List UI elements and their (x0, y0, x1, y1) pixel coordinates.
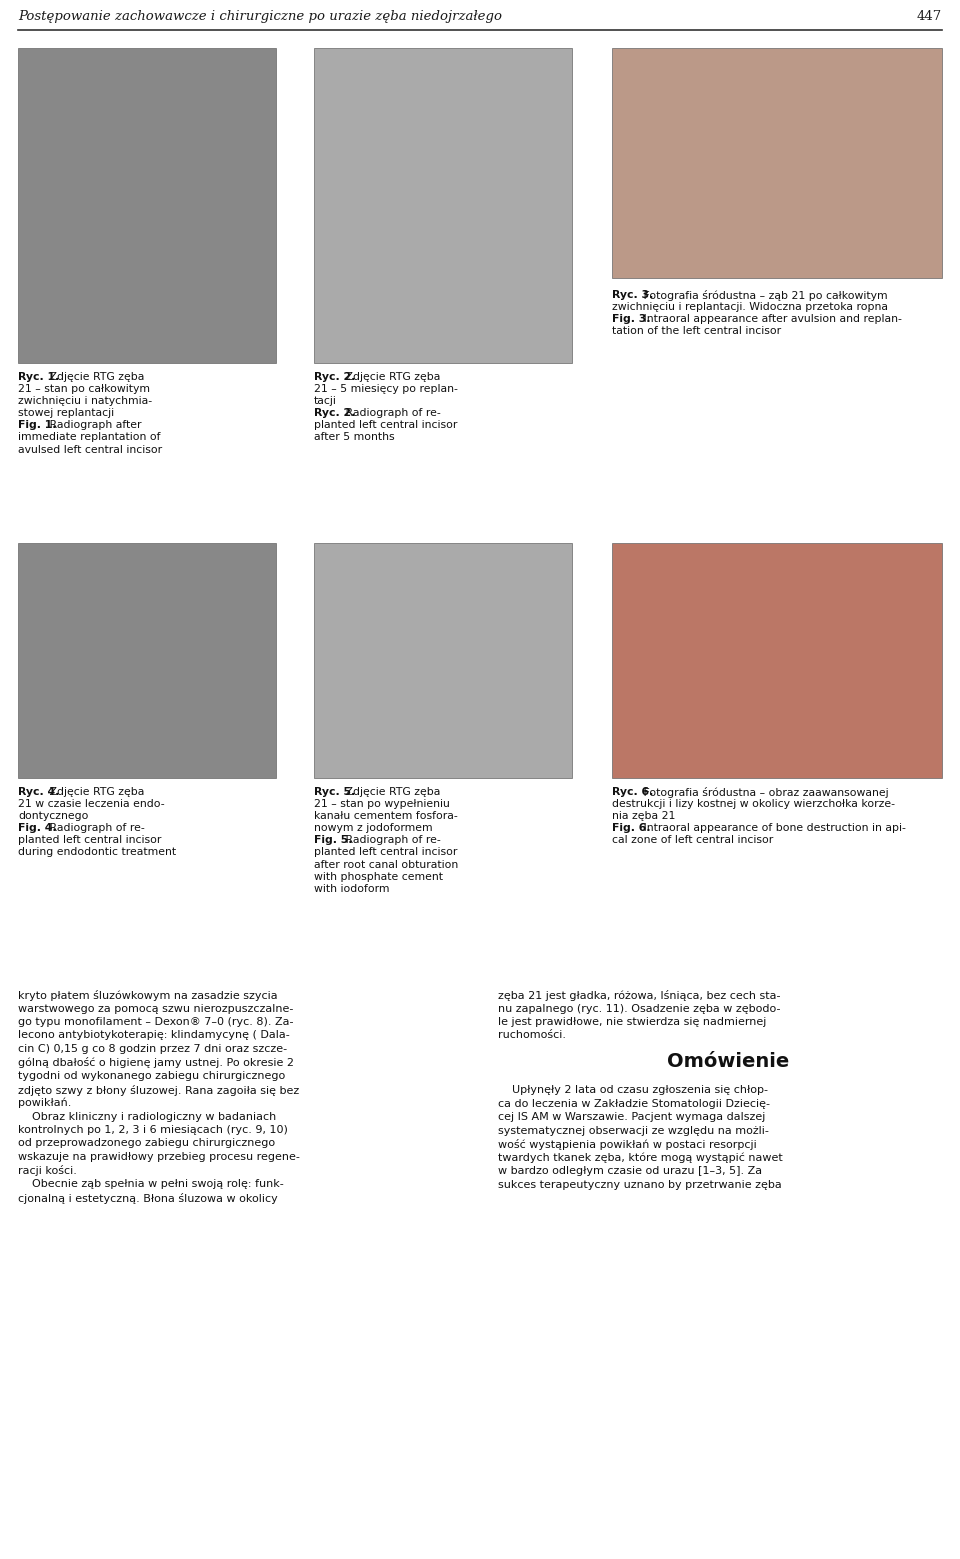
Text: Radiograph of re-: Radiograph of re- (343, 836, 442, 845)
Bar (612, 48, 942, 278)
Text: Ryc. 5.: Ryc. 5. (314, 787, 355, 797)
Text: 21 – stan po wypełnieniu: 21 – stan po wypełnieniu (314, 800, 450, 809)
Text: tygodni od wykonanego zabiegu chirurgicznego: tygodni od wykonanego zabiegu chirurgicz… (18, 1071, 285, 1080)
Text: Fig. 5.: Fig. 5. (314, 836, 352, 845)
Text: immediate replantation of: immediate replantation of (18, 432, 160, 443)
Text: go typu monofilament – Dexon® 7–0 (ryc. 8). Za-: go typu monofilament – Dexon® 7–0 (ryc. … (18, 1016, 294, 1027)
Text: Obraz kliniczny i radiologiczny w badaniach: Obraz kliniczny i radiologiczny w badani… (18, 1112, 276, 1121)
Text: during endodontic treatment: during endodontic treatment (18, 848, 176, 857)
Bar (314, 48, 572, 363)
Text: zęba 21 jest gładka, różowa, lśniąca, bez cech sta-: zęba 21 jest gładka, różowa, lśniąca, be… (498, 990, 780, 1001)
Text: tacji: tacji (314, 396, 337, 407)
Text: w bardzo odległym czasie od urazu [1–3, 5]. Za: w bardzo odległym czasie od urazu [1–3, … (498, 1166, 762, 1177)
Text: Zdjęcie RTG zęba: Zdjęcie RTG zęba (46, 787, 145, 797)
Text: Radiograph of re-: Radiograph of re- (343, 408, 442, 418)
Text: cin C) 0,15 g co 8 godzin przez 7 dni oraz szcze-: cin C) 0,15 g co 8 godzin przez 7 dni or… (18, 1045, 287, 1054)
Text: Fig. 4.: Fig. 4. (18, 823, 57, 833)
Text: after root canal obturation: after root canal obturation (314, 859, 458, 870)
Bar (18, 48, 276, 363)
Text: warstwowego za pomocą szwu nierozpuszczalne-: warstwowego za pomocą szwu nierozpuszcza… (18, 1004, 294, 1013)
Text: sukces terapeutyczny uznano by przetrwanie zęba: sukces terapeutyczny uznano by przetrwan… (498, 1180, 781, 1190)
Text: Radiograph of re-: Radiograph of re- (46, 823, 145, 833)
Text: Fig. 6.: Fig. 6. (612, 823, 651, 833)
Text: wskazuje na prawidłowy przebieg procesu regene-: wskazuje na prawidłowy przebieg procesu … (18, 1152, 300, 1161)
Text: kryto płatem śluzówkowym na zasadzie szycia: kryto płatem śluzówkowym na zasadzie szy… (18, 990, 277, 1001)
Text: ruchomości.: ruchomości. (498, 1030, 566, 1040)
Text: nowym z jodoformem: nowym z jodoformem (314, 823, 433, 833)
Text: avulsed left central incisor: avulsed left central incisor (18, 444, 162, 455)
Text: lecono antybiotykoterapię: klindamycynę ( Dala-: lecono antybiotykoterapię: klindamycynę … (18, 1030, 290, 1040)
Text: Fotografia śródustna – ząb 21 po całkowitym: Fotografia śródustna – ząb 21 po całkowi… (640, 290, 888, 301)
Text: Zdjęcie RTG zęba: Zdjęcie RTG zęba (343, 787, 441, 797)
Text: cjonalną i estetyczną. Błona śluzowa w okolicy: cjonalną i estetyczną. Błona śluzowa w o… (18, 1193, 277, 1204)
Text: twardych tkanek zęba, które mogą wystąpić nawet: twardych tkanek zęba, które mogą wystąpi… (498, 1154, 782, 1163)
Text: Ryc. 2.: Ryc. 2. (314, 408, 355, 418)
Text: Fig. 3.: Fig. 3. (612, 315, 651, 324)
Text: tation of the left central incisor: tation of the left central incisor (612, 326, 781, 337)
Text: Intraoral appearance of bone destruction in api-: Intraoral appearance of bone destruction… (640, 823, 906, 833)
Text: ca do leczenia w Zakładzie Stomatologii Dziecię-: ca do leczenia w Zakładzie Stomatologii … (498, 1099, 770, 1108)
Text: le jest prawidłowe, nie stwierdza się nadmiernej: le jest prawidłowe, nie stwierdza się na… (498, 1016, 766, 1027)
Text: Obecnie ząb spełnia w pełni swoją rolę: funk-: Obecnie ząb spełnia w pełni swoją rolę: … (18, 1179, 284, 1190)
Text: gólną dbałość o higienę jamy ustnej. Po okresie 2: gólną dbałość o higienę jamy ustnej. Po … (18, 1057, 294, 1068)
Text: systematycznej obserwacji ze względu na możli-: systematycznej obserwacji ze względu na … (498, 1126, 769, 1137)
Text: 447: 447 (917, 9, 942, 23)
Text: Fotografia śródustna – obraz zaawansowanej: Fotografia śródustna – obraz zaawansowan… (640, 787, 889, 798)
Text: Radiograph after: Radiograph after (46, 421, 142, 430)
Text: stowej replantacji: stowej replantacji (18, 408, 114, 418)
Text: Fig. 1.: Fig. 1. (18, 421, 57, 430)
Text: 21 w czasie leczenia endo-: 21 w czasie leczenia endo- (18, 800, 164, 809)
Text: cej IS AM w Warszawie. Pacjent wymaga dalszej: cej IS AM w Warszawie. Pacjent wymaga da… (498, 1113, 765, 1122)
Text: with phosphate cement: with phosphate cement (314, 871, 443, 882)
Bar (314, 543, 572, 778)
Text: kanału cementem fosfora-: kanału cementem fosfora- (314, 811, 458, 822)
Text: od przeprowadzonego zabiegu chirurgicznego: od przeprowadzonego zabiegu chirurgiczne… (18, 1138, 276, 1149)
Text: Ryc. 1.: Ryc. 1. (18, 373, 60, 382)
Text: powikłań.: powikłań. (18, 1098, 71, 1108)
Text: Upłynęły 2 lata od czasu zgłoszenia się chłop-: Upłynęły 2 lata od czasu zgłoszenia się … (498, 1085, 768, 1096)
Text: Postępowanie zachowawcze i chirurgiczne po urazie zęba niedojrzałego: Postępowanie zachowawcze i chirurgiczne … (18, 9, 502, 23)
Text: Ryc. 6.: Ryc. 6. (612, 787, 654, 797)
Text: cal zone of left central incisor: cal zone of left central incisor (612, 836, 773, 845)
Text: Omówienie: Omówienie (667, 1052, 789, 1071)
Text: kontrolnych po 1, 2, 3 i 6 miesiącach (ryc. 9, 10): kontrolnych po 1, 2, 3 i 6 miesiącach (r… (18, 1126, 288, 1135)
Text: destrukcji i lizy kostnej w okolicy wierzchołka korze-: destrukcji i lizy kostnej w okolicy wier… (612, 800, 895, 809)
Text: dontycznego: dontycznego (18, 811, 88, 822)
Bar (18, 543, 276, 778)
Bar (612, 543, 942, 778)
Text: planted left central incisor: planted left central incisor (18, 836, 161, 845)
Text: racji kości.: racji kości. (18, 1166, 77, 1177)
Text: Ryc. 2.: Ryc. 2. (314, 373, 355, 382)
Text: planted left central incisor: planted left central incisor (314, 848, 457, 857)
Text: Zdjęcie RTG zęba: Zdjęcie RTG zęba (46, 373, 145, 382)
Text: nia zęba 21: nia zęba 21 (612, 811, 676, 822)
Text: planted left central incisor: planted left central incisor (314, 421, 457, 430)
Text: wość wystąpienia powikłań w postaci resorpcji: wość wystąpienia powikłań w postaci reso… (498, 1140, 756, 1151)
Text: 21 – stan po całkowitym: 21 – stan po całkowitym (18, 384, 150, 394)
Text: Zdjęcie RTG zęba: Zdjęcie RTG zęba (343, 373, 441, 382)
Text: Intraoral appearance after avulsion and replan-: Intraoral appearance after avulsion and … (640, 315, 902, 324)
Text: zdjęto szwy z błony śluzowej. Rana zagoiła się bez: zdjęto szwy z błony śluzowej. Rana zagoi… (18, 1085, 300, 1096)
Text: Ryc. 3.: Ryc. 3. (612, 290, 654, 299)
Text: nu zapalnego (ryc. 11). Osadzenie zęba w zębodo-: nu zapalnego (ryc. 11). Osadzenie zęba w… (498, 1004, 780, 1013)
Text: zwichnięciu i replantacji. Widoczna przetoka ropna: zwichnięciu i replantacji. Widoczna prze… (612, 302, 888, 312)
Text: after 5 months: after 5 months (314, 432, 395, 443)
Text: zwichnięciu i natychmia-: zwichnięciu i natychmia- (18, 396, 152, 407)
Text: with iodoform: with iodoform (314, 884, 390, 893)
Text: Ryc. 4.: Ryc. 4. (18, 787, 60, 797)
Text: 21 – 5 miesięcy po replan-: 21 – 5 miesięcy po replan- (314, 384, 458, 394)
